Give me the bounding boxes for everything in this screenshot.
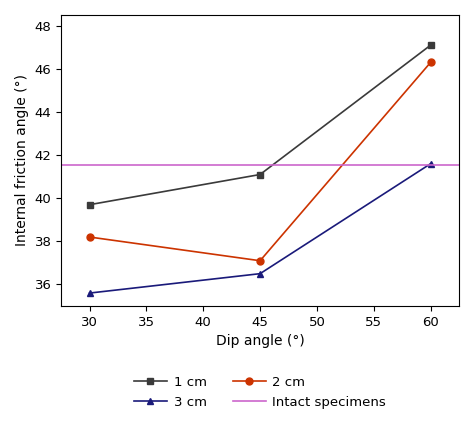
Legend: 1 cm, 3 cm, 2 cm, Intact specimens: 1 cm, 3 cm, 2 cm, Intact specimens bbox=[128, 371, 392, 414]
3 cm bbox=[87, 291, 92, 296]
Line: 2 cm: 2 cm bbox=[86, 59, 434, 264]
3 cm bbox=[428, 161, 433, 166]
Line: 1 cm: 1 cm bbox=[86, 42, 434, 208]
2 cm bbox=[257, 258, 263, 263]
2 cm bbox=[428, 60, 433, 65]
X-axis label: Dip angle (°): Dip angle (°) bbox=[216, 334, 304, 348]
Y-axis label: Internal friction angle (°): Internal friction angle (°) bbox=[15, 74, 29, 246]
1 cm bbox=[257, 172, 263, 177]
Line: 3 cm: 3 cm bbox=[86, 160, 434, 297]
2 cm bbox=[87, 235, 92, 240]
1 cm bbox=[428, 42, 433, 48]
3 cm bbox=[257, 271, 263, 276]
1 cm bbox=[87, 202, 92, 207]
